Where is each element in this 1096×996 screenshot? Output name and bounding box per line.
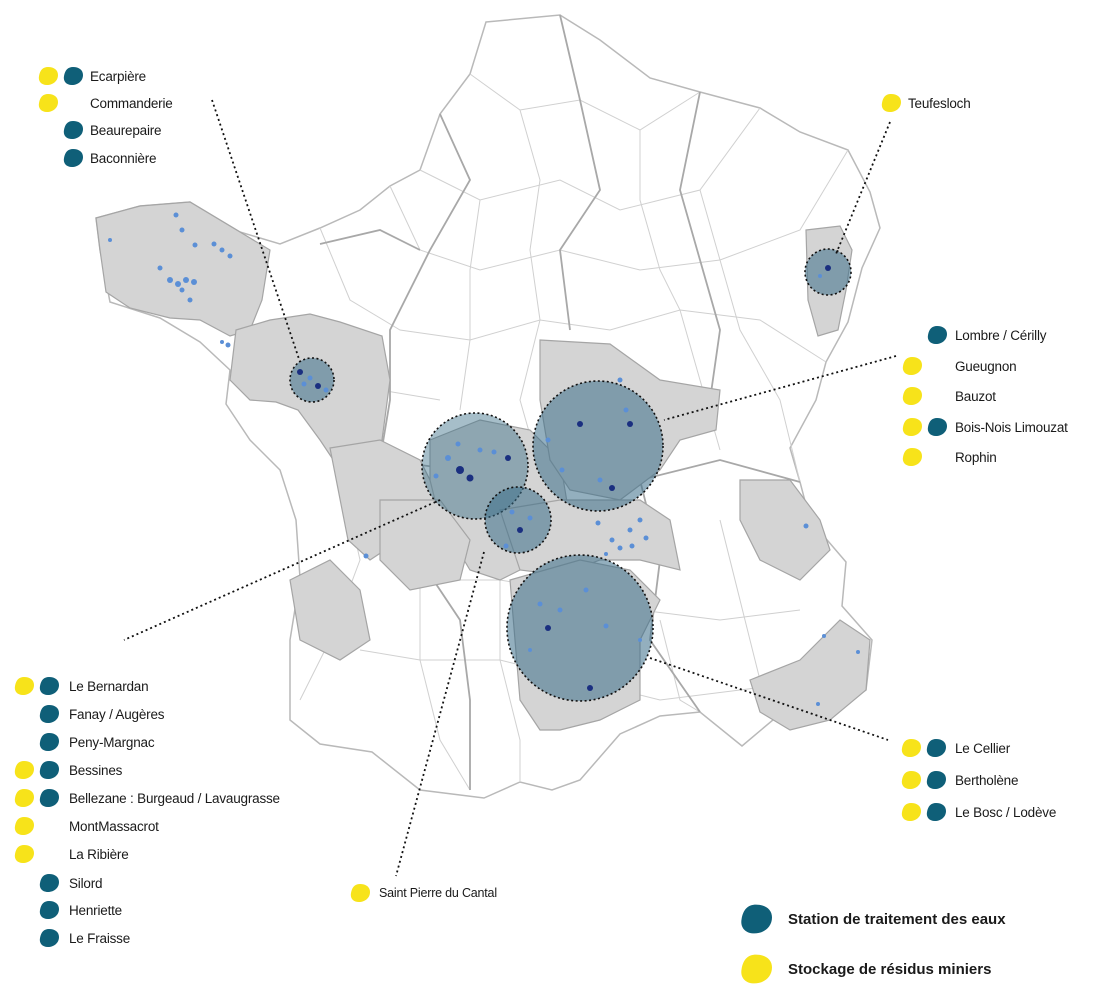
stockage-icon xyxy=(901,803,921,821)
station-icon xyxy=(63,149,83,167)
station-icon xyxy=(63,121,83,139)
highlight-circles xyxy=(289,248,852,702)
station-icon xyxy=(926,803,946,821)
circle-alsace xyxy=(804,248,852,296)
legend-station: Station de traitement des eaux xyxy=(738,903,1006,935)
legend-station-label: Station de traitement des eaux xyxy=(788,910,1006,928)
site-name: Baconnière xyxy=(90,150,157,166)
circle-dots xyxy=(297,265,831,691)
stockage-icon xyxy=(14,789,34,807)
stockage-icon xyxy=(881,94,901,112)
station-icon xyxy=(39,901,59,919)
stockage-icon xyxy=(38,94,58,112)
site-name: Lombre / Cérilly xyxy=(955,327,1047,343)
station-icon xyxy=(39,761,59,779)
site-name: Le Fraisse xyxy=(69,930,131,946)
stockage-icon xyxy=(14,677,34,695)
site-name: Commanderie xyxy=(90,95,173,111)
site-name: Peny-Margnac xyxy=(69,734,155,750)
site-name: Le Bernardan xyxy=(69,678,149,694)
site-name: Fanay / Augères xyxy=(69,706,165,722)
site-name: Ecarpière xyxy=(90,68,146,84)
station-icon xyxy=(39,677,59,695)
station-icon xyxy=(63,67,83,85)
site-name: Bois-Nois Limouzat xyxy=(955,419,1068,435)
station-icon xyxy=(39,789,59,807)
leader-lines xyxy=(123,99,897,877)
site-name: Bessines xyxy=(69,762,123,778)
circle-bretagne xyxy=(289,357,335,403)
stockage-icon xyxy=(902,357,922,375)
station-icon xyxy=(39,929,59,947)
site-name: Gueugnon xyxy=(955,358,1017,374)
stockage-icon xyxy=(14,761,34,779)
region-bretagne xyxy=(95,201,271,337)
site-name: Silord xyxy=(69,875,103,891)
stockage-icon xyxy=(902,448,922,466)
circle-bourgogne xyxy=(532,380,664,512)
stockage-icon xyxy=(741,954,772,984)
circle-cantal xyxy=(484,486,552,554)
site-name: Beaurepaire xyxy=(90,122,162,138)
stockage-icon xyxy=(14,845,34,863)
site-name: Henriette xyxy=(69,902,122,918)
station-icon xyxy=(927,326,947,344)
station-icon xyxy=(39,874,59,892)
station-icon xyxy=(39,705,59,723)
site-name: Bellezane : Burgeaud / Lavaugrasse xyxy=(69,790,280,806)
site-name: Saint Pierre du Cantal xyxy=(379,886,497,900)
station-icon xyxy=(741,904,772,934)
region-aquitaine xyxy=(289,559,371,661)
stockage-icon xyxy=(902,387,922,405)
stockage-icon xyxy=(38,67,58,85)
stockage-icon xyxy=(350,884,370,902)
stockage-icon xyxy=(901,739,921,757)
stockage-icon xyxy=(14,817,34,835)
site-name: Bertholène xyxy=(955,772,1019,788)
site-name: MontMassacrot xyxy=(69,818,159,834)
region-alpes xyxy=(739,479,831,581)
site-name: Rophin xyxy=(955,449,997,465)
site-name: Bauzot xyxy=(955,388,996,404)
stockage-icon xyxy=(901,771,921,789)
stockage-icon xyxy=(902,418,922,436)
site-name: Teufesloch xyxy=(908,95,971,111)
site-name: Le Bosc / Lodève xyxy=(955,804,1057,820)
legend-stockage: Stockage de résidus miniers xyxy=(738,953,991,985)
site-name: Le Cellier xyxy=(955,740,1011,756)
circle-cevennes xyxy=(506,554,654,702)
legend-stockage-label: Stockage de résidus miniers xyxy=(788,960,992,978)
station-icon xyxy=(927,418,947,436)
station-icon xyxy=(926,739,946,757)
site-name: La Ribière xyxy=(69,846,129,862)
region-provence xyxy=(749,619,871,731)
site-dots xyxy=(108,212,860,706)
station-icon xyxy=(926,771,946,789)
station-icon xyxy=(39,733,59,751)
